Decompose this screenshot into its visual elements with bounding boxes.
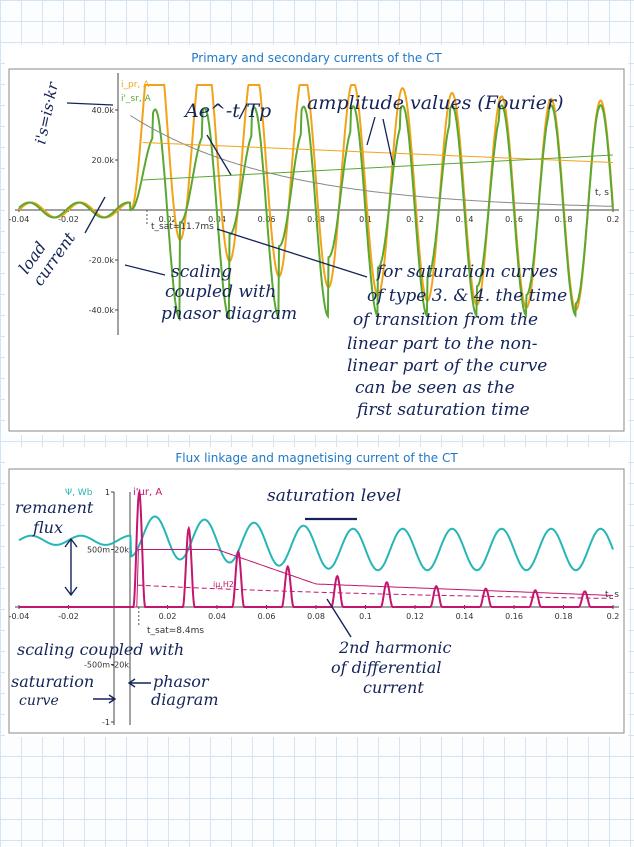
series-isr-line: [18, 104, 614, 322]
y-tick-label: -1: [102, 718, 110, 727]
annotation-remanent-2: flux: [32, 518, 63, 537]
tsat-label: t_sat=8.4ms: [147, 626, 204, 636]
annotation-scaling-2: coupled with: [165, 282, 276, 302]
legend-isr: i'_sr, A: [121, 94, 152, 104]
x-tick-label: 0.12: [406, 612, 424, 621]
exp-decay-line: [130, 115, 613, 207]
chart-title: Flux linkage and magnetising current of …: [175, 451, 458, 465]
arrow-remanent: [64, 537, 78, 597]
y-tick-label: -500m: [84, 661, 110, 670]
x-tick-label: 0.02: [159, 612, 177, 621]
arrow-phasor: [127, 678, 151, 688]
x-tick-label: 0.2: [607, 215, 620, 224]
x-tick-label: -0.02: [58, 612, 79, 621]
arrow-saturation: [216, 228, 368, 278]
annotation-sat-1: for saturation curves: [375, 262, 558, 282]
annotation-sat-2: of type 3. & 4. the time: [367, 286, 567, 306]
annotation-scale: i's=is·kr: [31, 80, 62, 146]
arrow-load: [84, 196, 106, 234]
x-tick-label: 0.04: [208, 612, 226, 621]
annotation-coupled-3: curve: [19, 693, 59, 709]
annotation-coupled-2: saturation: [11, 672, 94, 691]
annotation-fourier: amplitude values (Fourier): [307, 92, 564, 114]
arrow-h2: [326, 598, 352, 638]
annotation-arrows: [64, 517, 357, 704]
x-tick-label: -0.04: [9, 215, 30, 224]
series-imu-line: [19, 488, 613, 608]
annotation-h2-2: of differential: [331, 658, 441, 677]
legend-imu: i'μr, A: [133, 487, 162, 498]
annotation-scaling-3: phasor diagram: [161, 304, 297, 324]
annotation-sat-5: linear part of the curve: [347, 356, 547, 376]
y-right-tick-label: -20k: [111, 661, 129, 670]
annotation-phasor-1: phasor: [153, 672, 210, 691]
annotation-exp: Ae^-t/Tp: [183, 100, 271, 122]
annotation-phasor-2: diagram: [151, 690, 219, 709]
tsat-label: t_sat=11.7ms: [151, 222, 214, 232]
arrow-fourier-2: [382, 118, 394, 166]
annotation-h2-3: current: [363, 678, 424, 697]
arrow-scale: [66, 102, 114, 106]
legend-ipr: i_pr, A: [121, 80, 150, 90]
annotation-coupled-1: scaling coupled with: [17, 640, 184, 659]
y-tick-label: -20.0k: [89, 256, 115, 265]
annotation-sat-3: of transition from the: [353, 310, 538, 330]
x-tick-label: 0.18: [555, 612, 573, 621]
annotation-sat-4: linear part to the non-: [347, 334, 538, 354]
annotation-sat-6: can be seen as the: [355, 378, 515, 398]
y-tick-label: -40.0k: [89, 306, 115, 315]
arrow-exp: [206, 134, 232, 176]
x-tick-label: -0.02: [58, 215, 79, 224]
annotation-arrows: [66, 102, 394, 278]
y-tick-label: 20.0k: [92, 156, 115, 165]
legend-psi: Ψ, Wb: [65, 488, 93, 498]
y-tick-label: 1: [105, 488, 110, 497]
x-tick-label: 0.08: [307, 612, 325, 621]
y-tick-label: 40.0k: [92, 106, 115, 115]
legend-imu-h2: iμ,H2: [213, 580, 234, 589]
x-tick-label: 0.1: [359, 612, 372, 621]
annotation-scaling-1: scaling: [171, 262, 232, 282]
x-tick-label: 0.16: [505, 612, 523, 621]
chart-title: Primary and secondary currents of the CT: [191, 51, 442, 65]
annotation-sat-7: first saturation time: [355, 400, 530, 420]
series-psi-line: [18, 515, 614, 572]
x-axis-label: t, s: [595, 188, 609, 198]
chart-panel-currents: Primary and secondary currents of the CT…: [5, 45, 628, 435]
y-tick-label: 500m: [87, 546, 110, 555]
isr-amplitude-line: [142, 154, 614, 181]
annotation-saturation-level: saturation level: [267, 486, 401, 506]
plot-frame: [8, 68, 625, 432]
imu-amplitude-line: [130, 549, 614, 608]
annotation-h2-1: 2nd harmonic: [338, 638, 452, 657]
x-tick-label: -0.04: [9, 612, 30, 621]
annotation-remanent-1: remanent: [15, 498, 94, 517]
arrow-fourier-1: [366, 116, 376, 146]
arrow-curve: [93, 694, 117, 704]
y-right-tick-label: 20k: [114, 546, 129, 555]
arrow-scaling: [124, 264, 166, 276]
x-tick-label: 0.14: [456, 612, 474, 621]
x-tick-label: 0.06: [258, 612, 276, 621]
x-tick-label: 0.2: [607, 612, 620, 621]
x-axis-label: t, s: [605, 590, 619, 600]
flux-chart: -0.04 -0.02 0.02 0.04 0.06 0.08 0.1 0.12 0.14 0.1…: [8, 468, 625, 734]
plot-frame: [8, 468, 625, 734]
currents-chart: -0.04 -0.02 0.02 0.04 0.06 0.08 0.1 0.12 0.14 0.1…: [8, 68, 625, 432]
chart-panel-flux: Flux linkage and magnetising current of …: [5, 447, 628, 737]
imu-h2-line: [137, 584, 613, 599]
